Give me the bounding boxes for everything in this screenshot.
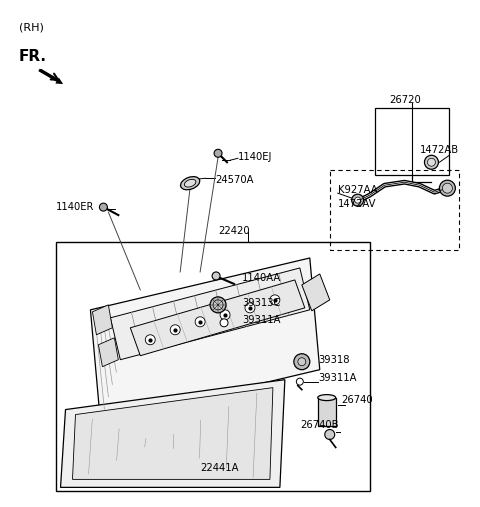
Text: 39318: 39318 [318,355,349,365]
Text: K927AA: K927AA [338,185,377,195]
Circle shape [99,203,108,211]
Text: 39311A: 39311A [318,373,356,383]
Circle shape [443,183,452,193]
Text: 22441A: 22441A [200,463,239,474]
Circle shape [352,194,364,206]
Text: 1140AA: 1140AA [242,273,281,283]
Text: 26740B: 26740B [300,419,338,429]
Circle shape [214,149,222,157]
Text: 1140ER: 1140ER [56,202,94,212]
Circle shape [298,358,306,366]
Circle shape [325,429,335,440]
Ellipse shape [318,394,336,401]
Circle shape [439,180,456,196]
Bar [56,242,370,491]
Circle shape [355,197,360,203]
Text: 24570A: 24570A [215,175,253,185]
Text: 1472AV: 1472AV [338,199,376,209]
Circle shape [428,158,435,166]
Circle shape [170,325,180,335]
Polygon shape [98,338,119,367]
Circle shape [270,295,280,305]
Circle shape [145,335,155,345]
Circle shape [424,155,438,169]
Polygon shape [130,280,305,356]
Text: 1140EJ: 1140EJ [238,152,272,162]
Ellipse shape [180,176,200,190]
Circle shape [195,317,205,327]
Bar [330,170,459,250]
Text: 26740: 26740 [342,394,373,405]
Polygon shape [93,305,112,335]
Text: 1472AB: 1472AB [420,146,458,155]
Circle shape [296,378,303,385]
Circle shape [294,354,310,370]
Text: 26720: 26720 [390,95,421,105]
Bar [374,108,449,175]
Ellipse shape [184,179,196,187]
Text: 22420: 22420 [218,226,250,236]
Circle shape [220,319,228,327]
Circle shape [245,303,255,313]
Circle shape [212,272,220,280]
Polygon shape [60,380,285,487]
Circle shape [220,310,230,320]
Circle shape [213,300,223,310]
Text: 39311A: 39311A [242,315,280,325]
Polygon shape [110,268,310,359]
Polygon shape [302,274,330,311]
Polygon shape [72,388,273,480]
Polygon shape [90,258,320,421]
Text: 39313C: 39313C [242,298,280,308]
Bar [318,397,336,425]
Text: (RH): (RH) [19,23,44,32]
Text: FR.: FR. [19,49,47,63]
Circle shape [210,297,226,313]
